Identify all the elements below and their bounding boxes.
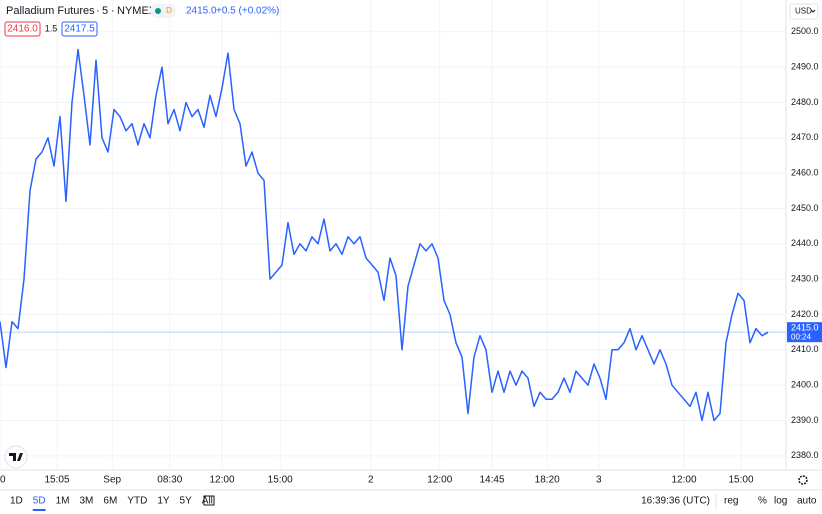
range-button[interactable]: 5D <box>33 496 46 507</box>
range-button[interactable]: All <box>202 496 213 507</box>
y-tick-label: 2490.0 <box>791 62 819 72</box>
sell-box[interactable] <box>4 21 41 37</box>
currency-button[interactable] <box>789 3 819 20</box>
x-tick-label: 15:05 <box>44 475 69 486</box>
range-button[interactable]: 1Y <box>157 496 170 507</box>
dropdown-caret <box>810 9 816 13</box>
ask: 2417.5 <box>64 24 95 35</box>
session[interactable]: reg <box>724 496 738 507</box>
x-tick-label: 15:00 <box>268 475 293 486</box>
scale-option[interactable]: % <box>758 496 767 507</box>
x-tick-label: 12:00 <box>427 475 452 486</box>
y-tick-label: 2380.0 <box>791 450 819 460</box>
x-tick-label: 12:00 <box>209 475 234 486</box>
badge: D <box>166 6 172 15</box>
range-button[interactable]: 1M <box>56 496 70 507</box>
scale-option[interactable]: auto <box>797 496 817 507</box>
dot: · <box>111 5 115 17</box>
x-tick-label: 12:00 <box>671 475 696 486</box>
price-label: 2415.0 <box>791 323 819 333</box>
x-tick-label: 14:45 <box>479 475 504 486</box>
y-tick-label: 2390.0 <box>791 415 819 425</box>
y-tick-label: 2480.0 <box>791 97 819 107</box>
market-open-dot <box>155 8 161 14</box>
range-button[interactable]: 1D <box>10 496 23 507</box>
x-tick-label: 00 <box>0 475 6 486</box>
x-tick-label: 2 <box>368 475 374 486</box>
x-tick-label: 15:00 <box>728 475 753 486</box>
y-tick-label: 2460.0 <box>791 168 819 178</box>
change: +0.5 (+0.02%) <box>216 6 279 17</box>
interval: 5 <box>102 5 108 17</box>
status-pill[interactable] <box>150 4 176 18</box>
x-tick-label: Sep <box>103 475 121 486</box>
y-tick-label: 2500.0 <box>791 26 819 36</box>
scale-option[interactable]: log <box>774 496 787 507</box>
y-tick-label: 2440.0 <box>791 238 819 248</box>
spread: 1.5 <box>45 23 58 33</box>
currency: USD <box>795 7 812 16</box>
logo-mark <box>9 453 23 461</box>
range-button[interactable]: 6M <box>103 496 117 507</box>
y-tick-label: 2430.0 <box>791 274 819 284</box>
y-tick-label: 2400.0 <box>791 380 819 390</box>
dot: · <box>96 5 100 17</box>
x-tick-label: 18:20 <box>535 475 560 486</box>
countdown: 00:24 <box>791 332 812 341</box>
y-tick-label: 2420.0 <box>791 309 819 319</box>
clock: 16:39:36 (UTC) <box>641 496 710 507</box>
symbol: Palladium Futures <box>6 5 95 17</box>
range-button[interactable]: 5Y <box>180 496 193 507</box>
bid: 2416.0 <box>7 24 38 35</box>
x-tick-label: 3 <box>596 475 602 486</box>
range-button[interactable]: 3M <box>80 496 94 507</box>
settings-icon[interactable] <box>798 475 808 485</box>
exchange: NYMEX <box>117 5 157 17</box>
y-tick-label: 2450.0 <box>791 203 819 213</box>
x-tick-label: 08:30 <box>157 475 182 486</box>
price-line-series <box>0 48 769 422</box>
last-price: 2415.0 <box>186 6 217 17</box>
plot <box>0 0 786 470</box>
buy-box[interactable] <box>61 21 98 37</box>
price-label-box <box>787 322 822 343</box>
y-tick-label: 2410.0 <box>791 344 819 354</box>
y-tick-label: 2470.0 <box>791 132 819 142</box>
date-range-icon[interactable] <box>203 495 215 506</box>
range-button[interactable]: YTD <box>127 496 147 507</box>
